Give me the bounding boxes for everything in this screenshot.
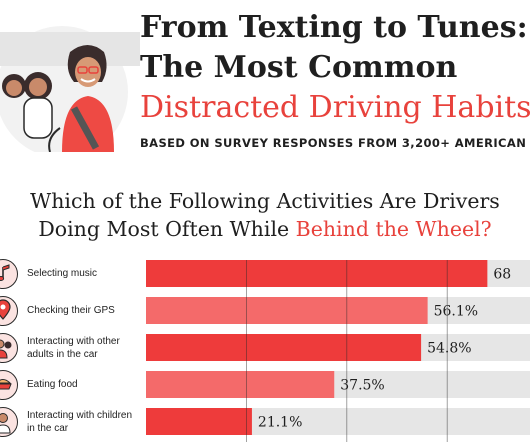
category-label: Checking their GPS	[27, 305, 115, 316]
music-note-icon	[0, 259, 18, 289]
bar	[146, 371, 335, 398]
bar	[146, 260, 488, 287]
value-label: 68	[493, 267, 511, 283]
question-highlight: Behind the Wheel?	[295, 217, 492, 241]
value-label: 21.1%	[258, 415, 302, 431]
value-label: 56.1%	[434, 304, 478, 320]
subtitle: BASED ON SURVEY RESPONSES FROM 3,200+ AM…	[140, 136, 530, 150]
question-heading: Which of the Following Activities Are Dr…	[0, 187, 530, 243]
value-label: 37.5%	[340, 378, 384, 394]
adults-icon	[0, 333, 18, 363]
bar	[146, 297, 428, 324]
hero-header: From Texting to Tunes: The Most Common D…	[0, 0, 530, 168]
bar	[146, 408, 252, 435]
map-pin-icon	[0, 296, 18, 326]
category-label: Eating food	[27, 379, 78, 390]
category-label: Interacting with other adults in the car	[27, 335, 120, 360]
question-line-1: Which of the Following Activities Are Dr…	[30, 189, 500, 213]
drivers-illustration	[0, 26, 140, 152]
title-line-1: From Texting to Tunes:	[140, 10, 528, 45]
title-block: From Texting to Tunes: The Most Common D…	[140, 8, 530, 150]
value-label: 54.8%	[427, 341, 471, 357]
category-label: Selecting music	[27, 268, 98, 279]
title-line-2: The Most Common	[140, 50, 458, 85]
question-line-2: Doing Most Often While Behind the Wheel?	[0, 215, 530, 243]
bar	[146, 334, 422, 361]
food-icon	[0, 370, 18, 400]
category-label: Interacting with children in the car	[27, 409, 133, 434]
title-line-3: Distracted Driving Habits	[140, 90, 530, 125]
question-line-2-text: Doing Most Often While	[38, 217, 296, 241]
